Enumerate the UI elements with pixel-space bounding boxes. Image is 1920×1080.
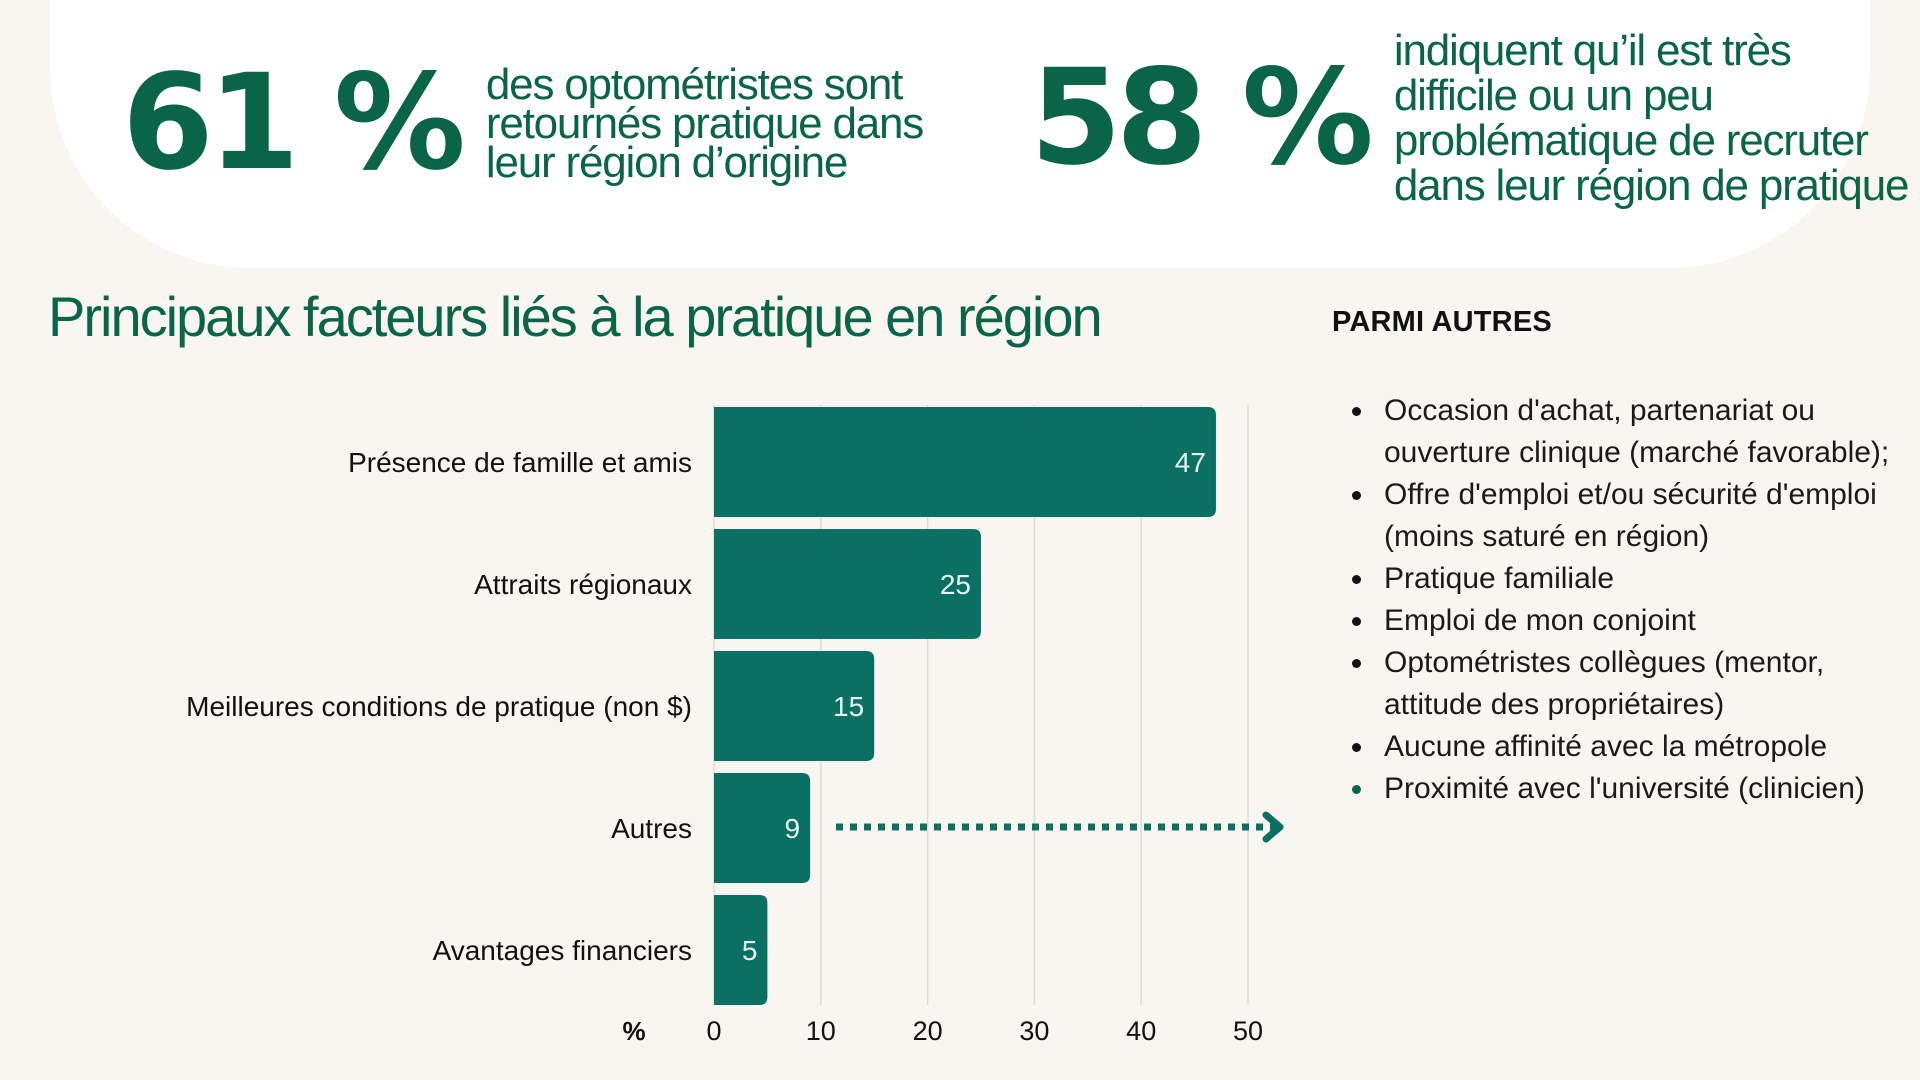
bar-value-label: 5 [742, 935, 758, 966]
bar-value-label: 25 [940, 569, 971, 600]
x-tick-label: 30 [1019, 1016, 1049, 1046]
highlight-panel [50, 0, 1870, 268]
bullet-icon [1352, 575, 1361, 584]
list-item: Offre d'emploi et/ou sécurité d'emploi (… [1332, 474, 1892, 558]
x-tick-label: 10 [806, 1016, 836, 1046]
x-tick-label: 20 [913, 1016, 943, 1046]
stat-description: des optométristes sont retournés pratiqu… [485, 59, 924, 187]
dotted-arrow-icon [836, 811, 1284, 843]
bullet-icon [1352, 743, 1361, 752]
list-item-text: Emploi de mon conjoint [1384, 604, 1696, 637]
list-item: Aucune affinité avec la métropole [1332, 726, 1892, 768]
list-item-text: Occasion d'achat, partenariat ou ouvertu… [1384, 394, 1890, 469]
list-item-text: Pratique familiale [1384, 562, 1615, 595]
section-title: Principaux facteurs liés à la pratique e… [48, 285, 1103, 348]
bullet-icon [1352, 617, 1361, 626]
list-item: Occasion d'achat, partenariat ou ouvertu… [1332, 390, 1892, 474]
category-labels: Présence de famille et amis Attraits régi… [186, 447, 692, 966]
category-label: Attraits régionaux [474, 569, 692, 600]
bar [714, 773, 811, 883]
list-item-text: Offre d'emploi et/ou sécurité d'emploi (… [1384, 478, 1877, 553]
x-tick-label: 0 [706, 1016, 721, 1046]
side-panel-title: PARMI AUTRES [1332, 306, 1552, 338]
bar-value-label: 15 [833, 691, 864, 722]
list-item-text: Proximité avec l'université (clinicien) [1384, 772, 1865, 805]
bullet-icon [1352, 407, 1361, 416]
bullet-icon [1352, 785, 1361, 794]
list-item: Pratique familiale [1332, 558, 1892, 600]
stat-description: indiquent qu’il est très difficile ou un… [1393, 26, 1910, 210]
stat-value: 58 % [1030, 41, 1374, 195]
x-tick-label: 50 [1233, 1016, 1263, 1046]
list-item: Optométristes collègues (mentor, attitud… [1332, 642, 1892, 726]
x-tick-label: 40 [1126, 1016, 1156, 1046]
x-axis-ticks: 0 10 20 30 40 50 [706, 1016, 1263, 1046]
other-factors-list: Occasion d'achat, partenariat ou ouvertu… [1332, 390, 1892, 810]
x-axis-label: % [622, 1016, 645, 1046]
bars: 47 25 15 9 5 [714, 407, 1216, 1005]
category-label: Autres [611, 813, 692, 844]
bar [714, 529, 981, 639]
list-item: Proximité avec l'université (clinicien) [1332, 768, 1892, 810]
list-item-text: Optométristes collègues (mentor, attitud… [1384, 646, 1825, 721]
category-label: Présence de famille et amis [348, 447, 692, 478]
category-label: Meilleures conditions de pratique (non $… [186, 691, 692, 722]
stat-value: 61 % [122, 46, 466, 200]
arrow-head [1262, 811, 1284, 843]
bar-value-label: 9 [785, 813, 801, 844]
bullet-icon [1352, 491, 1361, 500]
category-label: Avantages financiers [433, 935, 692, 966]
stat-return-origin: 61 % des optométristes sont retournés pr… [122, 46, 966, 200]
list-item-text: Aucune affinité avec la métropole [1384, 730, 1828, 763]
bullet-icon [1352, 659, 1361, 668]
bar [714, 651, 875, 761]
bar [714, 895, 768, 1005]
stat-recruiting-difficulty: 58 % indiquent qu’il est très difficile … [1030, 28, 1914, 208]
bar [714, 407, 1216, 517]
bar-value-label: 47 [1175, 447, 1206, 478]
list-item: Emploi de mon conjoint [1332, 600, 1892, 642]
